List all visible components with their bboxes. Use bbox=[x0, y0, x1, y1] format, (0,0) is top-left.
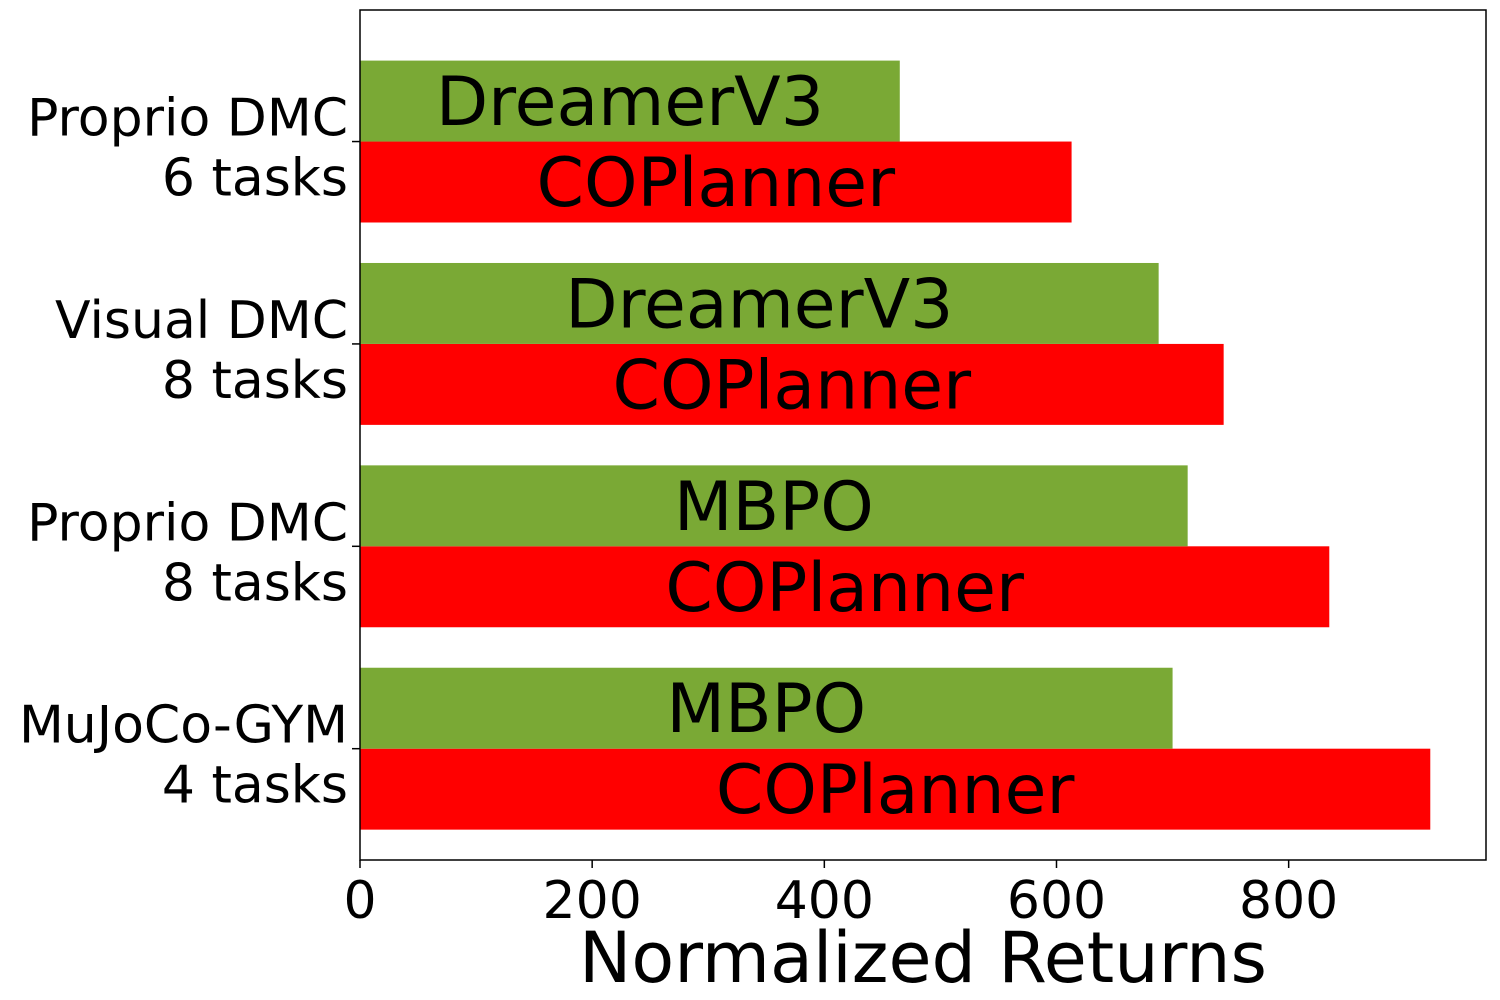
category-sublabel: 8 tasks bbox=[162, 553, 348, 613]
bars-layer bbox=[360, 61, 1430, 830]
category-label: MuJoCo-GYM bbox=[19, 696, 348, 756]
bar-label-mbpo: MBPO bbox=[666, 670, 866, 749]
bar-label-coplanner: COPlanner bbox=[537, 144, 896, 223]
category-sublabel: 6 tasks bbox=[162, 149, 348, 209]
category-label: Visual DMC bbox=[55, 291, 348, 351]
x-tick-label: 0 bbox=[343, 871, 376, 931]
bar-label-coplanner: COPlanner bbox=[665, 549, 1024, 628]
bar-label-coplanner: COPlanner bbox=[613, 346, 972, 425]
category-label: Proprio DMC bbox=[27, 89, 348, 149]
bar-label-dreamerv3: DreamerV3 bbox=[436, 63, 824, 142]
bar-label-mbpo: MBPO bbox=[674, 468, 874, 547]
x-axis-title: Normalized Returns bbox=[579, 917, 1267, 999]
category-sublabel: 8 tasks bbox=[162, 351, 348, 411]
bar-label-coplanner: COPlanner bbox=[716, 751, 1075, 830]
bar-label-dreamerv3: DreamerV3 bbox=[565, 265, 953, 344]
category-label: Proprio DMC bbox=[27, 493, 348, 553]
category-sublabel: 4 tasks bbox=[162, 756, 348, 816]
